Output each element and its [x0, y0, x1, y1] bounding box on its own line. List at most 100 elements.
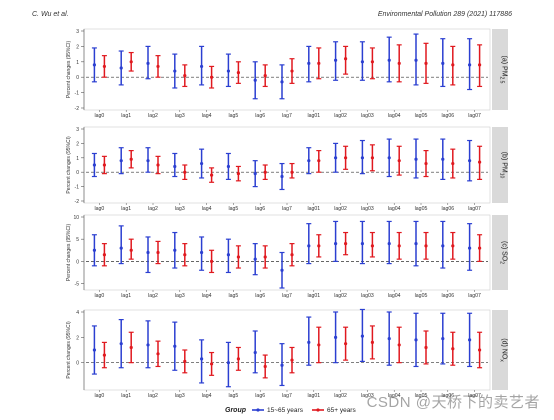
- errorbar-point: [129, 345, 133, 350]
- errorbar-point: [360, 242, 364, 246]
- x-tick-label: lag0: [94, 293, 104, 299]
- errorbar-point: [478, 348, 482, 352]
- errorbar-point: [92, 248, 96, 252]
- y-tick-label: 5: [76, 237, 79, 243]
- x-tick-label: lag0: [94, 393, 104, 399]
- errorbar-point: [317, 61, 321, 65]
- errorbar-point: [387, 156, 391, 160]
- errorbar-point: [263, 364, 267, 369]
- x-tick-label: lag07: [468, 393, 481, 399]
- errorbar-point: [290, 253, 294, 257]
- errorbar-point: [468, 63, 472, 67]
- errorbar-point: [478, 160, 482, 164]
- facet-strip: [492, 29, 508, 110]
- x-tick-label: lag03: [361, 206, 374, 212]
- errorbar-point: [173, 69, 177, 73]
- facet-strip-label: (c) SO2: [499, 241, 508, 264]
- y-tick-label: -5: [75, 282, 80, 288]
- facet-strip-label: (b) PM10: [499, 152, 508, 179]
- x-tick-label: lag2: [148, 393, 158, 399]
- y-tick-label: 1: [76, 60, 79, 66]
- errorbar-point: [424, 161, 428, 166]
- series-age-15-65: [91, 138, 473, 191]
- errorbar-point: [253, 172, 257, 176]
- x-tick-label: lag05: [415, 113, 428, 119]
- errorbar-point: [173, 164, 177, 169]
- errorbar-point: [307, 244, 311, 248]
- errorbar-point: [334, 156, 338, 160]
- errorbar-point: [146, 343, 150, 347]
- y-tick-label: 3: [76, 29, 79, 35]
- x-tick-label: lag02: [334, 293, 347, 299]
- x-tick-label: lag2: [148, 206, 158, 212]
- x-tick-label: lag01: [307, 393, 320, 399]
- errorbar-point: [441, 244, 445, 248]
- errorbar-point: [92, 163, 96, 167]
- errorbar-point: [183, 74, 187, 78]
- errorbar-point: [102, 64, 106, 69]
- errorbar-point: [156, 64, 160, 69]
- y-tick-label: 10: [73, 215, 79, 221]
- errorbar-point: [210, 173, 214, 177]
- errorbar-point: [414, 157, 418, 161]
- watermark-text: CSDN @天桥下的卖艺者: [366, 394, 540, 411]
- errorbar-point: [468, 159, 472, 163]
- panel-4: 0 2 4 Percent changes (95%CI) lag0 lag1 lag2 la…: [66, 308, 508, 399]
- y-axis-label: Percent changes (95%CI): [66, 321, 72, 379]
- errorbar-point: [424, 244, 428, 248]
- errorbar-point: [263, 170, 267, 174]
- errorbar-point: [102, 253, 106, 257]
- facet-strip: [492, 215, 508, 290]
- facet-strip-label: (a) PM2.5: [499, 56, 508, 84]
- x-tick-label: lag06: [441, 113, 454, 119]
- errorbar-point: [263, 74, 267, 78]
- errorbar-point: [360, 334, 364, 338]
- errorbar-point: [119, 66, 123, 70]
- errorbar-point: [146, 61, 150, 65]
- errorbar-point: [102, 163, 106, 167]
- panel-frame: [83, 214, 491, 291]
- errorbar-point: [370, 60, 374, 64]
- x-tick-label: lag7: [282, 393, 292, 399]
- errorbar-point: [156, 352, 160, 356]
- x-tick-label: lag3: [175, 393, 185, 399]
- x-tick-label: lag6: [255, 293, 265, 299]
- errorbar-point: [478, 246, 482, 250]
- errorbar-point: [280, 268, 284, 272]
- errorbar-point: [146, 159, 150, 163]
- y-axis-label: Percent changes (95%CI): [66, 224, 72, 282]
- facet-strip: [492, 127, 508, 203]
- facet-strip-label: (d) NOx: [499, 338, 508, 362]
- legend-item-label: 65+ years: [327, 407, 356, 414]
- errorbar-point: [156, 163, 160, 167]
- errorbar-point: [280, 363, 284, 367]
- errorbar-point: [397, 61, 401, 65]
- x-tick-label: lag5: [228, 206, 238, 212]
- errorbar-point: [102, 353, 106, 357]
- x-tick-label: lag6: [255, 206, 265, 212]
- x-tick-label: lag05: [415, 293, 428, 299]
- x-tick-label: lag4: [202, 113, 212, 119]
- errorbar-point: [478, 63, 482, 67]
- errorbar-point: [370, 340, 374, 344]
- series-age-65-plus: [101, 144, 483, 183]
- errorbar-point: [183, 359, 187, 363]
- errorbar-point: [387, 337, 391, 341]
- legend-title: Group: [225, 407, 247, 414]
- errorbar-point: [253, 78, 257, 82]
- errorbar-point: [236, 70, 240, 75]
- y-tick-label: 2: [76, 141, 79, 147]
- x-tick-label: lag5: [228, 393, 238, 399]
- x-tick-label: lag1: [121, 393, 131, 399]
- errorbar-point: [414, 338, 418, 342]
- errorbar-point: [344, 242, 348, 246]
- errorbar-point: [317, 159, 321, 163]
- errorbar-point: [129, 157, 133, 161]
- series-age-65-plus: [101, 42, 483, 89]
- x-tick-label: lag0: [94, 113, 104, 119]
- panel-1: -2 -1 0 1 2 3 Percent changes (95%CI) lag0 lag1 l…: [66, 28, 508, 119]
- errorbar-point: [146, 250, 150, 255]
- x-tick-label: lag3: [175, 113, 185, 119]
